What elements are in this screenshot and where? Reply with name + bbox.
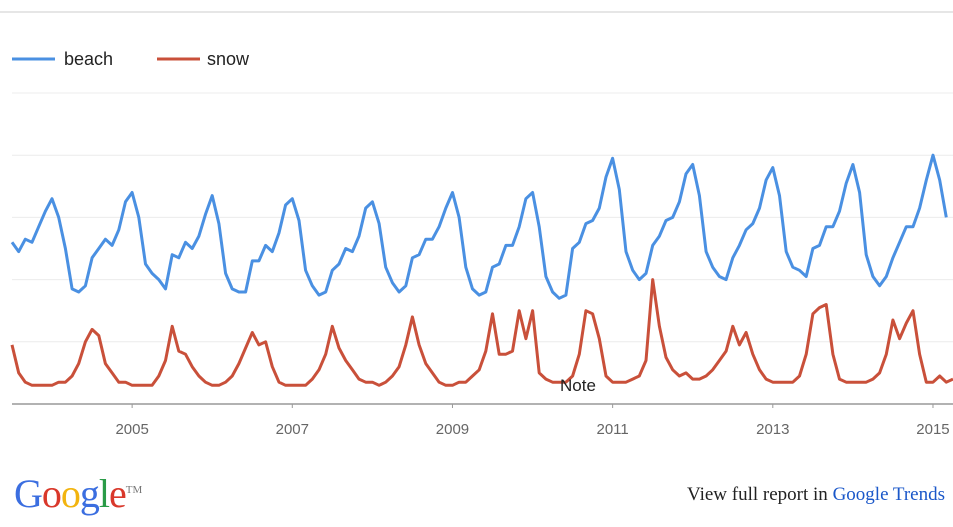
logo-letter: G <box>14 471 43 516</box>
x-axis-ticks: 2005 2007 2009 2011 2013 2015 <box>115 404 950 438</box>
x-tick-label: 2005 <box>115 421 148 438</box>
logo-letter: o <box>41 471 62 516</box>
gridlines <box>12 92 953 343</box>
legend-label-beach: beach <box>64 49 113 69</box>
logo-letter: e <box>109 471 127 516</box>
google-logo: GoogleTM <box>14 470 142 517</box>
x-tick-label: 2007 <box>276 421 309 438</box>
x-tick-label: 2013 <box>756 421 789 438</box>
trademark-mark: TM <box>125 484 143 496</box>
x-tick-label: 2011 <box>597 421 629 438</box>
series-line-snow <box>10 278 953 387</box>
x-tick-label: 2009 <box>436 421 469 438</box>
logo-letter: g <box>79 471 100 516</box>
logo-letter: l <box>98 471 110 516</box>
series-lines <box>10 153 953 387</box>
legend: beach snow <box>12 49 250 69</box>
google-trends-link[interactable]: Google Trends <box>832 484 945 505</box>
series-line-beach <box>10 153 948 300</box>
logo-letter: o <box>60 471 81 516</box>
footer-report-text: View full report in Google Trends <box>687 484 945 506</box>
footer-text-prefix: View full report in <box>687 484 833 505</box>
x-tick-label: 2015 <box>916 421 949 438</box>
note-label[interactable]: Note <box>560 376 596 395</box>
legend-label-snow: snow <box>207 49 250 69</box>
